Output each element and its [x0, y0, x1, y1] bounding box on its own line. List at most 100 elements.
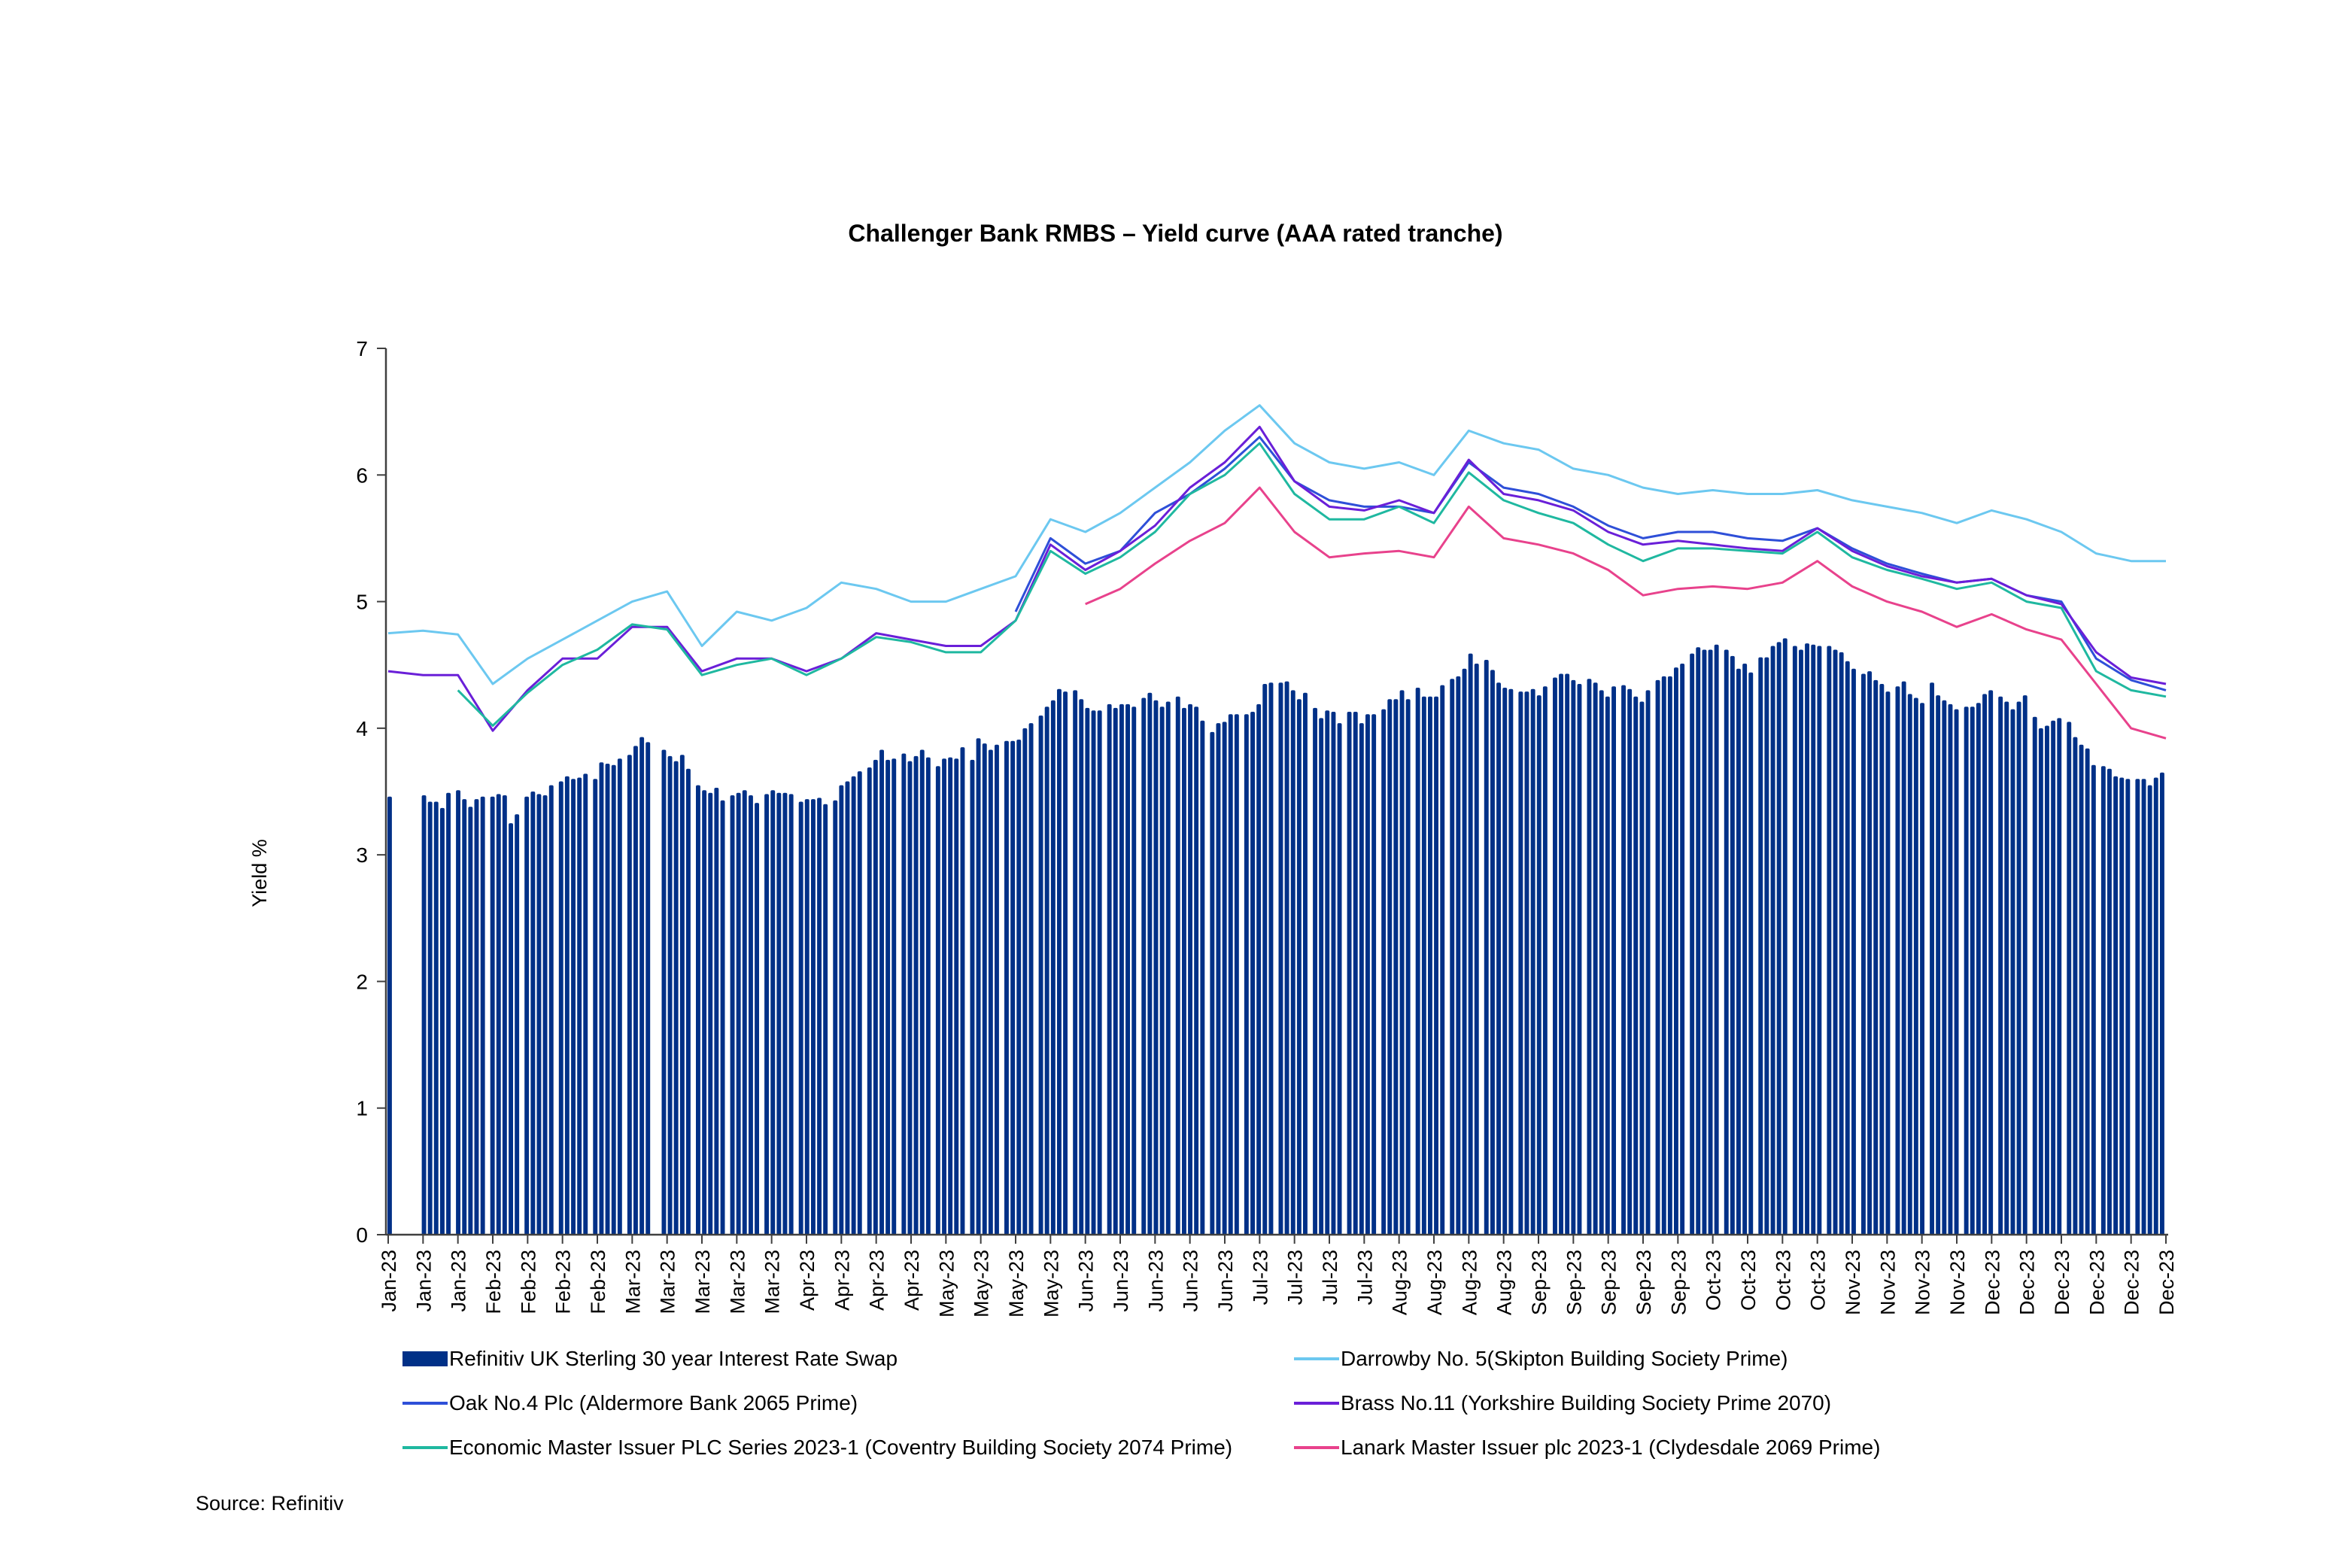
- bar: [2004, 701, 2009, 1235]
- x-tick-label: Oct-23: [1703, 1250, 1725, 1311]
- bar: [2045, 725, 2049, 1235]
- bar: [440, 807, 445, 1235]
- bar: [1907, 694, 1912, 1235]
- bar: [593, 779, 598, 1235]
- bar: [480, 796, 485, 1235]
- bar: [661, 749, 667, 1235]
- bar: [1119, 703, 1124, 1235]
- bar: [1885, 691, 1891, 1235]
- bar: [1645, 690, 1651, 1235]
- bar: [2119, 777, 2125, 1235]
- bar: [1873, 679, 1879, 1235]
- bar: [1742, 664, 1748, 1235]
- bar: [667, 755, 673, 1235]
- bar: [1736, 668, 1741, 1235]
- bar: [1680, 664, 1685, 1235]
- bar: [867, 767, 872, 1235]
- bar: [1845, 661, 1850, 1235]
- bar: [1633, 696, 1639, 1235]
- bar: [1627, 688, 1633, 1235]
- bar: [599, 762, 604, 1235]
- bar: [1216, 723, 1221, 1235]
- bar: [1655, 679, 1660, 1235]
- bar: [2022, 695, 2028, 1235]
- x-tick-label: Aug-23: [1493, 1250, 1516, 1315]
- bar: [1524, 691, 1529, 1235]
- bar: [1496, 682, 1501, 1235]
- x-tick-label: Jun-23: [1110, 1250, 1132, 1312]
- bar: [1097, 710, 1102, 1235]
- bar: [1708, 649, 1713, 1235]
- bar: [2057, 718, 2062, 1235]
- x-tick-label: Jan-23: [378, 1250, 400, 1312]
- bar: [891, 758, 897, 1235]
- legend-item-brass: Brass No.11 (Yorkshire Building Society …: [1294, 1391, 1831, 1415]
- bar: [970, 759, 975, 1235]
- bar: [954, 758, 959, 1235]
- bar: [558, 781, 563, 1235]
- bar: [1982, 694, 1987, 1235]
- bar: [833, 800, 838, 1235]
- bar: [1044, 707, 1049, 1235]
- bar: [462, 799, 467, 1235]
- bar: [1799, 649, 1803, 1235]
- bar: [1782, 638, 1788, 1235]
- bar: [811, 799, 816, 1235]
- bar: [1811, 644, 1816, 1235]
- bar: [1758, 657, 1763, 1235]
- bar: [919, 749, 925, 1235]
- x-tick-label: Apr-23: [901, 1250, 923, 1311]
- bar: [730, 795, 735, 1235]
- y-tick-label: 7: [356, 337, 368, 360]
- bar: [1256, 703, 1262, 1235]
- bar: [1571, 679, 1576, 1235]
- bar: [1776, 642, 1781, 1235]
- x-tick-label: May-23: [1005, 1250, 1028, 1317]
- bar: [1125, 703, 1130, 1235]
- bar: [1175, 696, 1180, 1235]
- x-tick-label: May-23: [970, 1250, 993, 1317]
- bar: [1405, 699, 1411, 1235]
- x-tick-label: Mar-23: [761, 1250, 784, 1314]
- bar: [839, 785, 844, 1235]
- bar: [1702, 649, 1707, 1235]
- bar: [1462, 668, 1467, 1235]
- bar: [1770, 646, 1775, 1235]
- bar: [1913, 697, 1918, 1235]
- bar: [925, 757, 931, 1235]
- legend-label: Brass No.11 (Yorkshire Building Society …: [1341, 1391, 1832, 1415]
- bar: [456, 790, 460, 1235]
- bar: [1415, 688, 1420, 1235]
- x-tick-label: Aug-23: [1458, 1250, 1481, 1315]
- bar: [2085, 748, 2090, 1235]
- x-tick-label: Jun-23: [1075, 1250, 1098, 1312]
- x-tick-label: May-23: [935, 1250, 958, 1317]
- x-tick-label: Sep-23: [1528, 1250, 1551, 1315]
- y-tick-label: 0: [356, 1223, 368, 1247]
- bar: [1399, 690, 1405, 1235]
- bar: [1605, 696, 1610, 1235]
- bar: [1188, 703, 1192, 1235]
- bar: [857, 771, 862, 1235]
- bar: [1325, 710, 1330, 1235]
- bar: [1234, 714, 1239, 1235]
- x-tick-label: Jan-23: [412, 1250, 435, 1312]
- bar: [1895, 686, 1900, 1235]
- bar: [1359, 723, 1364, 1235]
- x-tick-label: Sep-23: [1667, 1250, 1690, 1315]
- bar: [1450, 679, 1455, 1235]
- bar: [1141, 697, 1147, 1235]
- axes: 0 1 2 3 4 5 6 7 Jan-23 Jan-23 Jan-23 Feb-23 Feb-23 Fe…: [356, 337, 2178, 1317]
- bar: [1303, 692, 1308, 1235]
- bar: [2016, 701, 2021, 1235]
- bar: [1484, 660, 1489, 1235]
- bar-series-swap: [387, 638, 2164, 1235]
- bar: [1228, 714, 1233, 1235]
- bar: [1057, 688, 1062, 1235]
- legend-swatch-line: [1294, 1446, 1339, 1449]
- bar: [1502, 688, 1508, 1235]
- bar: [2067, 722, 2072, 1235]
- bar: [913, 755, 919, 1235]
- bar: [1063, 691, 1068, 1235]
- bar: [1565, 673, 1570, 1235]
